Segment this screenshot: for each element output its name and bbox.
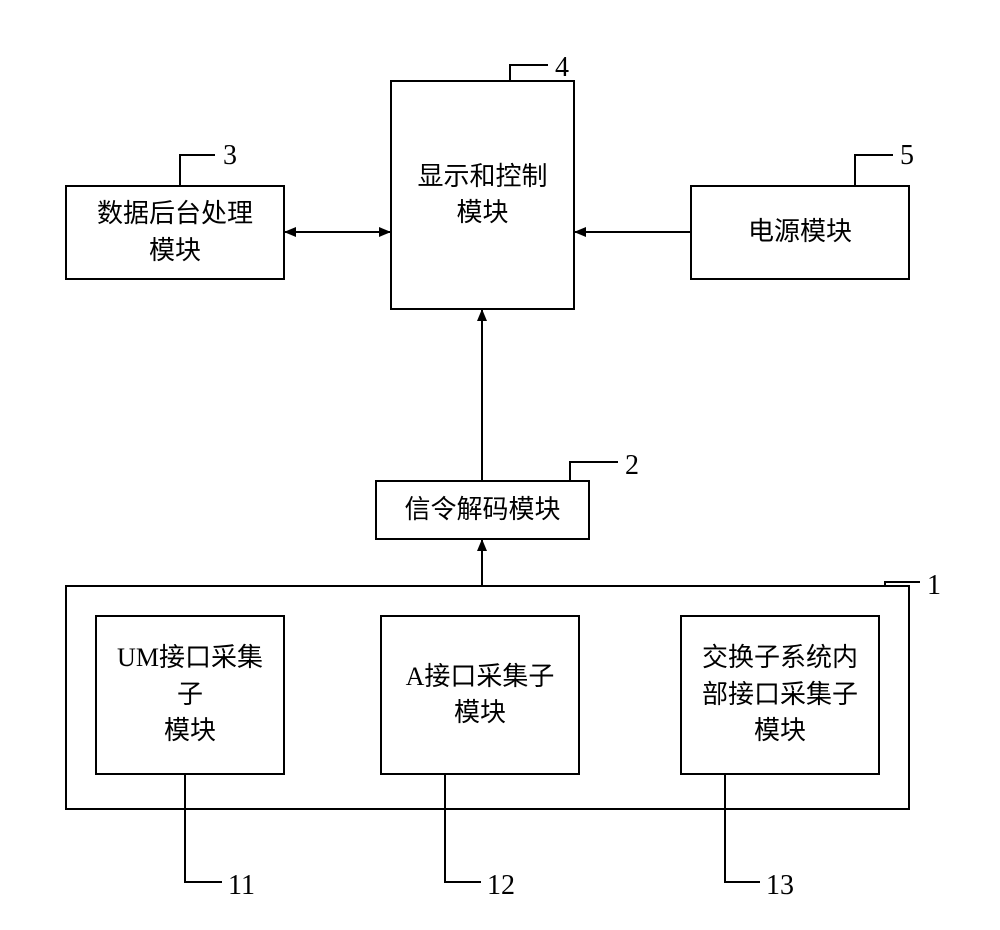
box-label: A接口采集子模块 — [406, 659, 555, 732]
callout-label-13: 13 — [766, 870, 794, 902]
callout-label-4: 4 — [555, 52, 569, 84]
callout-label-11: 11 — [228, 870, 255, 902]
callout-label-3: 3 — [223, 140, 237, 172]
box-data-backend-processing: 数据后台处理模块 — [65, 185, 285, 280]
box-display-control: 显示和控制模块 — [390, 80, 575, 310]
box-label: 电源模块 — [748, 214, 852, 250]
box-power: 电源模块 — [690, 185, 910, 280]
box-label: 信令解码模块 — [404, 492, 560, 528]
diagram-canvas: 数据后台处理模块 显示和控制模块 电源模块 信令解码模块 UM接口采集子模块 A… — [0, 0, 1000, 930]
box-a-interface: A接口采集子模块 — [380, 615, 580, 775]
box-um-interface: UM接口采集子模块 — [95, 615, 285, 775]
callout-label-2: 2 — [625, 450, 639, 482]
box-label: 交换子系统内部接口采集子模块 — [702, 640, 858, 749]
callout-label-5: 5 — [900, 140, 914, 172]
callout-label-12: 12 — [487, 870, 515, 902]
callout-label-1: 1 — [927, 570, 941, 602]
box-exchange-subsystem: 交换子系统内部接口采集子模块 — [680, 615, 880, 775]
box-label: 数据后台处理模块 — [97, 196, 253, 269]
box-label: 显示和控制模块 — [417, 159, 547, 232]
box-signaling-decode: 信令解码模块 — [375, 480, 590, 540]
box-label: UM接口采集子模块 — [105, 640, 275, 749]
